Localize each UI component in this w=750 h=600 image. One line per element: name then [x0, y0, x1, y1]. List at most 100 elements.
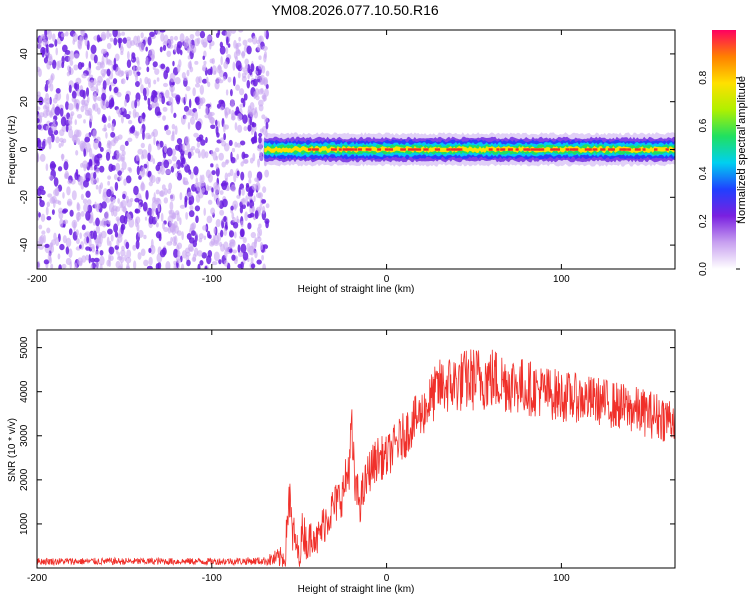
noise-blob	[58, 142, 62, 148]
noise-blob	[140, 153, 145, 160]
noise-blob	[153, 79, 157, 85]
noise-blob	[150, 174, 156, 184]
noise-blob	[40, 213, 46, 222]
noise-blob	[189, 66, 194, 73]
noise-blob	[99, 255, 105, 266]
noise-blob	[229, 89, 233, 97]
noise-blob	[249, 245, 255, 256]
noise-blob	[233, 231, 237, 239]
noise-blob	[156, 77, 160, 82]
noise-blob	[238, 251, 244, 258]
noise-blob	[69, 59, 74, 66]
noise-blob	[171, 155, 177, 162]
signal-peak	[654, 148, 658, 151]
noise-blob	[159, 165, 163, 172]
noise-blob	[92, 91, 97, 102]
noise-blob	[186, 259, 191, 267]
noise-blob	[201, 252, 207, 259]
noise-blob	[62, 138, 67, 144]
noise-blob	[87, 204, 93, 214]
colorbar-tick-label: 0.2	[698, 214, 709, 228]
noise-blob	[97, 241, 102, 248]
noise-blob	[110, 131, 116, 138]
signal-peak	[357, 148, 362, 151]
noise-blob	[150, 238, 154, 249]
noise-blob	[211, 261, 218, 266]
signal-peak	[623, 148, 627, 151]
noise-blob	[72, 32, 78, 43]
noise-blob	[65, 257, 72, 266]
noise-blob	[47, 60, 51, 66]
noise-blob	[66, 186, 71, 196]
noise-blob	[68, 84, 72, 94]
signal-peak	[350, 148, 354, 151]
noise-blob	[115, 162, 121, 172]
noise-blob	[233, 39, 237, 49]
noise-blob	[154, 197, 161, 203]
noise-blob	[122, 37, 128, 44]
noise-blob	[217, 30, 221, 36]
noise-blob	[65, 124, 69, 133]
noise-blob	[149, 31, 155, 38]
noise-blob	[184, 93, 188, 103]
noise-blob	[162, 115, 166, 121]
noise-blob	[198, 237, 203, 243]
noise-blob	[84, 136, 91, 143]
noise-blob	[241, 197, 246, 206]
noise-blob	[102, 127, 108, 132]
noise-blob	[78, 244, 82, 249]
noise-blob	[263, 30, 267, 38]
noise-blob	[221, 161, 227, 168]
noise-blob	[152, 61, 158, 68]
noise-blob	[168, 209, 173, 215]
noise-blob	[78, 260, 83, 267]
signal-peak	[634, 148, 641, 151]
spectrogram-x-label: Height of straight line (km)	[298, 284, 415, 295]
noise-blob	[235, 84, 241, 91]
noise-blob	[253, 195, 256, 203]
noise-blob	[194, 205, 201, 212]
noise-blob	[246, 45, 252, 55]
noise-blob	[205, 136, 208, 144]
noise-blob	[61, 209, 67, 214]
noise-blob	[191, 222, 197, 230]
noise-blob	[190, 45, 197, 54]
noise-blob	[211, 57, 216, 65]
noise-blob	[81, 255, 87, 263]
noise-blob	[81, 224, 86, 231]
noise-blob	[262, 186, 267, 193]
noise-blob	[52, 59, 57, 70]
noise-blob	[113, 37, 118, 46]
noise-blob	[162, 44, 167, 51]
noise-blob	[47, 193, 53, 198]
noise-blob	[143, 259, 149, 267]
noise-blob	[258, 99, 264, 107]
noise-blob	[140, 181, 145, 191]
noise-blob	[162, 106, 168, 112]
signal-peak	[307, 148, 312, 151]
noise-blob	[237, 124, 243, 133]
noise-blob	[172, 60, 175, 67]
noise-blob	[37, 42, 42, 50]
noise-blob	[111, 123, 115, 132]
noise-blob	[110, 196, 116, 204]
noise-blob	[255, 74, 261, 80]
noise-blob	[200, 139, 206, 146]
noise-blob	[103, 48, 107, 54]
noise-blob	[188, 210, 195, 218]
noise-blob	[261, 199, 267, 204]
noise-blob	[225, 89, 229, 96]
noise-blob	[130, 197, 134, 203]
noise-blob	[204, 190, 208, 196]
noise-blob	[44, 102, 50, 110]
noise-blob	[128, 167, 133, 173]
noise-blob	[140, 248, 146, 257]
noise-blob	[96, 136, 101, 143]
noise-blob	[206, 35, 213, 41]
noise-blob	[194, 60, 199, 65]
noise-blob	[52, 103, 55, 111]
noise-blob	[229, 168, 234, 177]
x-tick-label: 100	[553, 274, 570, 285]
noise-blob	[54, 187, 60, 197]
noise-blob	[49, 83, 54, 92]
